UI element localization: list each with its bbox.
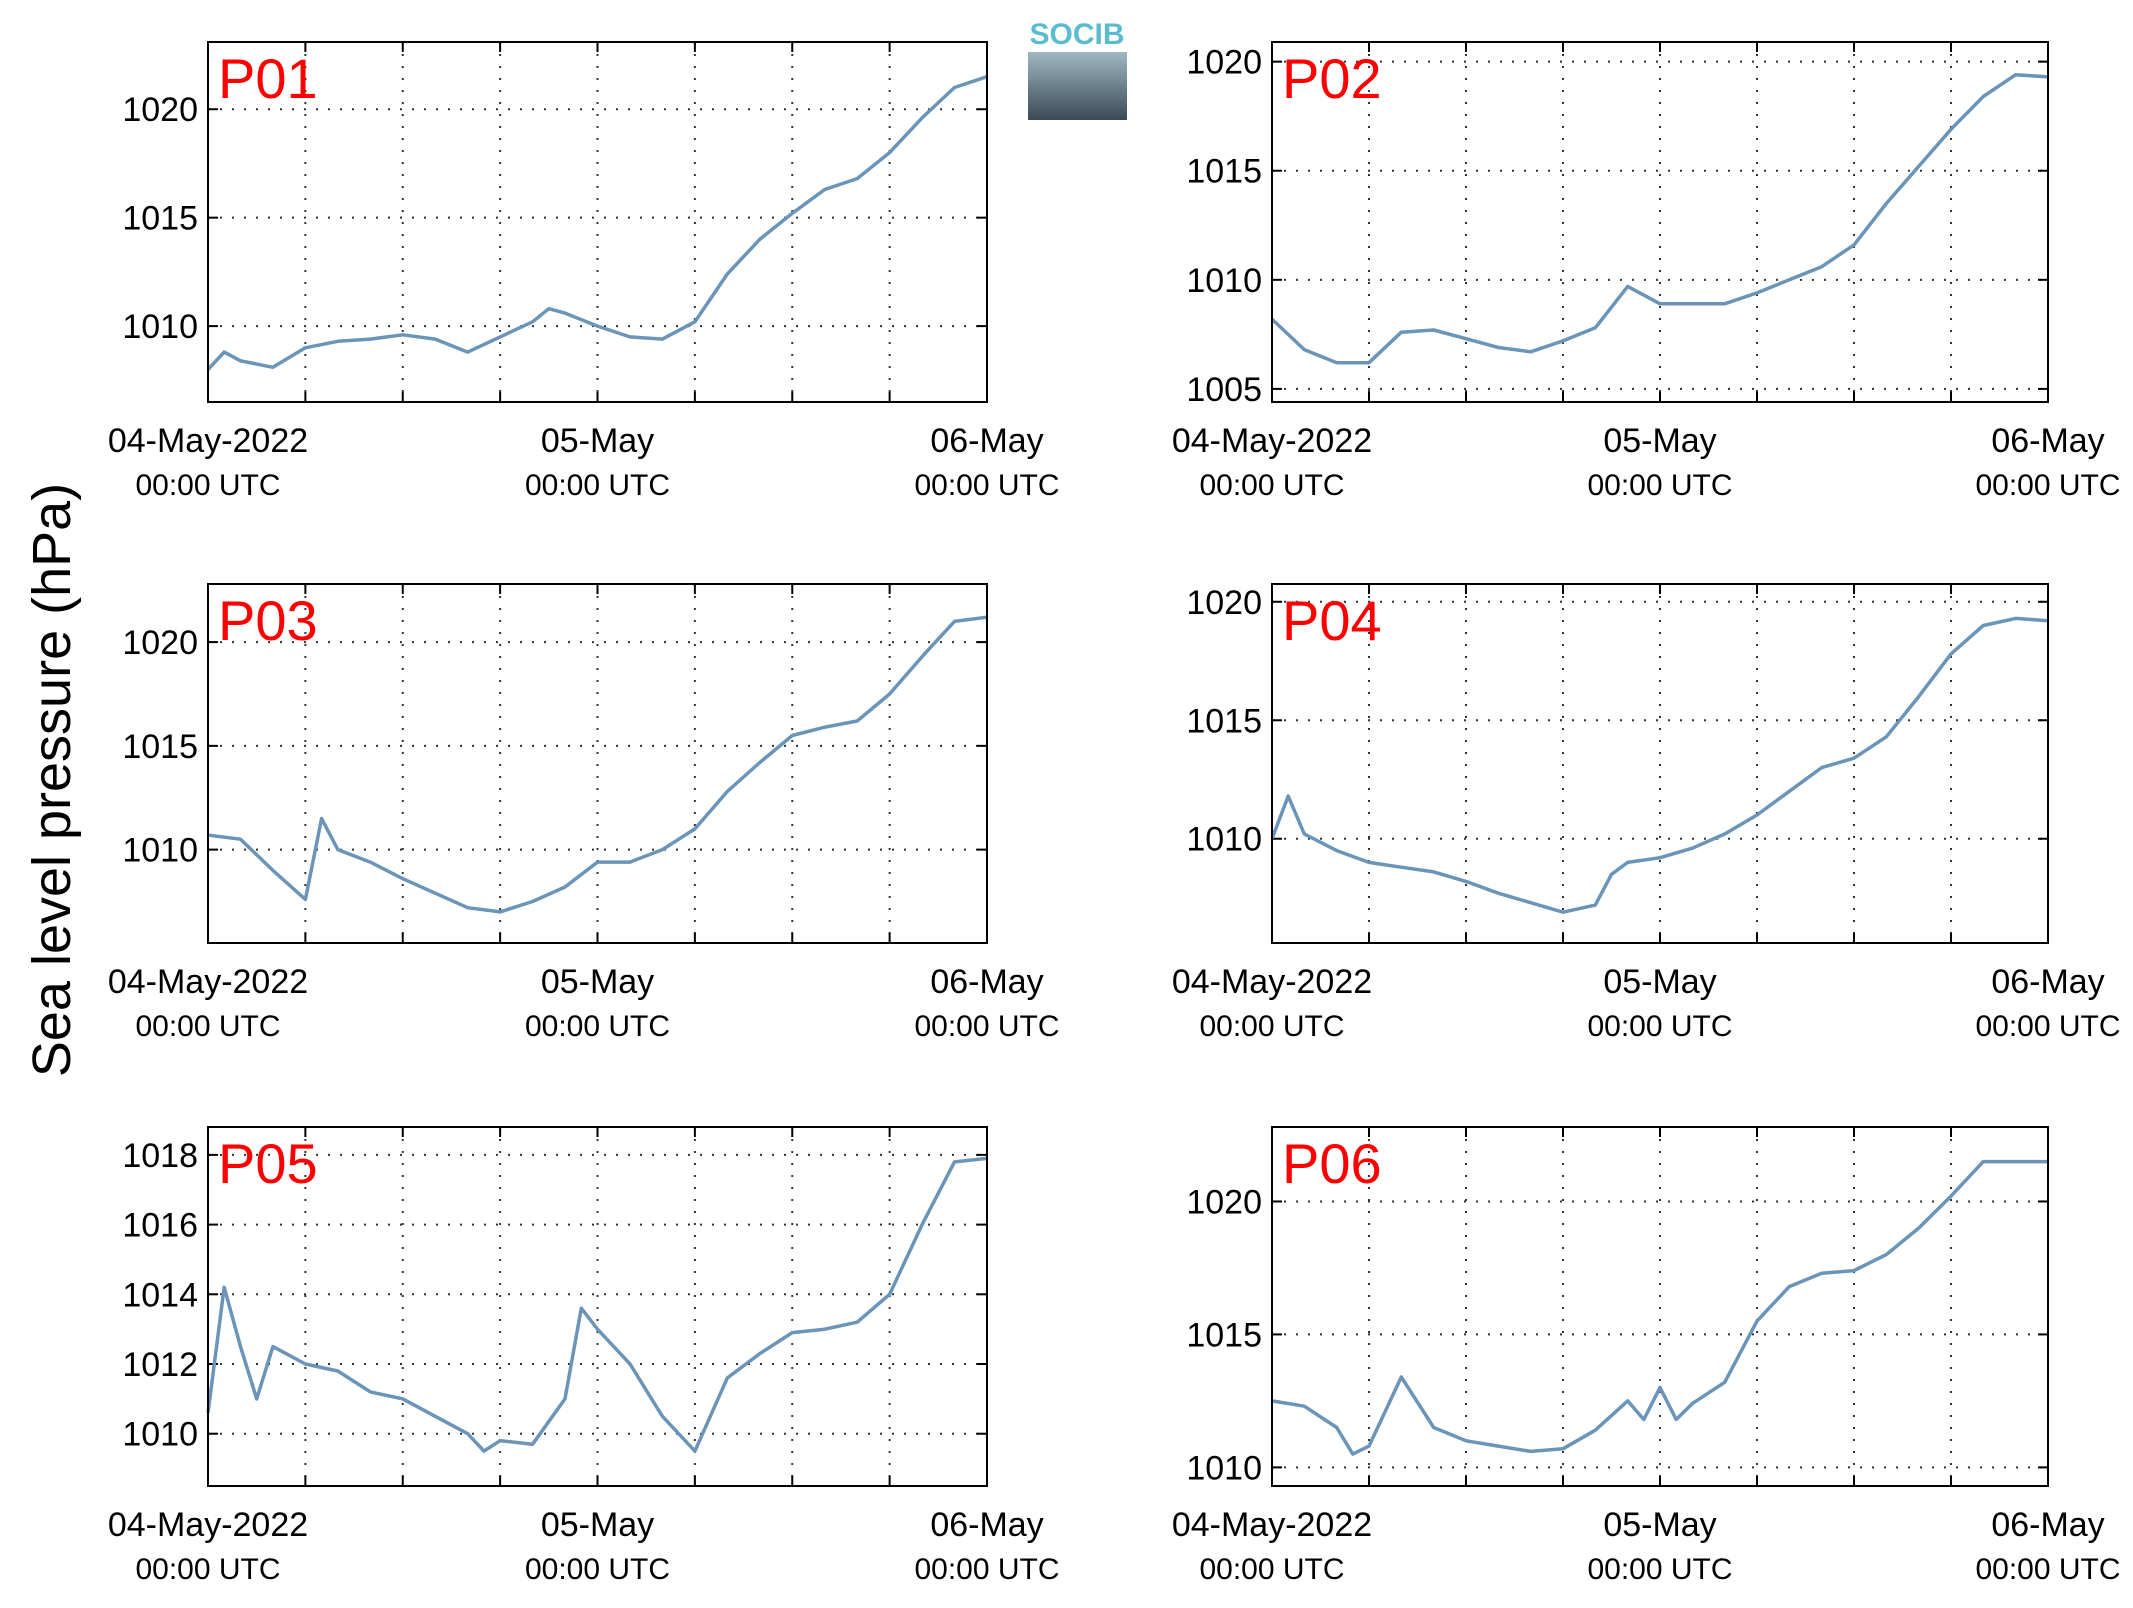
- y-tick-label: 1014: [122, 1276, 198, 1314]
- x-tick-sublabel: 00:00 UTC: [1975, 1553, 2120, 1586]
- y-tick-label: 1010: [1186, 1449, 1262, 1487]
- y-tick-label: 1020: [122, 624, 198, 662]
- y-tick-label: 1015: [122, 200, 198, 238]
- x-tick-sublabel: 00:00 UTC: [135, 1010, 280, 1043]
- x-tick-label: 04-May-2022: [1172, 963, 1372, 1001]
- y-tick-label: 1010: [1186, 821, 1262, 859]
- subplot: 1010 1015 1020 04-May-2022 00:00 UTC 05-May 00…: [1172, 583, 2121, 1043]
- y-tick-label: 1015: [1186, 702, 1262, 740]
- x-tick-label: 04-May-2022: [108, 422, 308, 460]
- x-tick-sublabel: 00:00 UTC: [1199, 469, 1344, 502]
- x-tick-label: 06-May: [1991, 1506, 2104, 1544]
- x-tick-label: 06-May: [930, 422, 1043, 460]
- x-tick-sublabel: 00:00 UTC: [135, 469, 280, 502]
- chart-title: P05: [218, 1132, 318, 1195]
- y-tick-label: 1018: [122, 1137, 198, 1175]
- x-tick-sublabel: 00:00 UTC: [914, 1010, 1059, 1043]
- x-tick-sublabel: 00:00 UTC: [1975, 469, 2120, 502]
- plot-frame: [1271, 41, 2049, 403]
- line-series: [1270, 616, 2049, 914]
- x-tick-label: 05-May: [1603, 1506, 1716, 1544]
- x-tick-label: 06-May: [1991, 422, 2104, 460]
- y-tick-label: 1005: [1186, 371, 1262, 409]
- y-tick-label: 1010: [1186, 262, 1262, 300]
- line-series: [1270, 72, 2049, 365]
- plot-frame: [1271, 583, 2049, 944]
- subplot: 1010 1015 1020 04-May-2022 00:00 UTC 05-May 00…: [108, 583, 1060, 1043]
- x-tick-label: 06-May: [930, 963, 1043, 1001]
- line-series: [207, 615, 988, 914]
- x-tick-sublabel: 00:00 UTC: [914, 469, 1059, 502]
- subplot: 1010 1015 1020 04-May-2022 00:00 UTC 05-May 00…: [108, 41, 1060, 502]
- y-tick-label: 1010: [122, 1416, 198, 1454]
- y-tick-label: 1020: [1186, 44, 1262, 82]
- y-tick-label: 1012: [122, 1346, 198, 1384]
- logo-block: [1028, 52, 1127, 120]
- chart-title: P02: [1282, 47, 1382, 110]
- y-tick-label: 1015: [122, 728, 198, 766]
- chart-title: P04: [1282, 589, 1382, 652]
- y-tick-label: 1010: [122, 308, 198, 346]
- logo: SOCIB: [1028, 18, 1127, 120]
- plot-frame: [207, 583, 988, 944]
- y-tick-label: 1016: [122, 1207, 198, 1245]
- y-tick-label: 1020: [1186, 1183, 1262, 1221]
- plot-frame: [207, 1126, 988, 1487]
- x-tick-sublabel: 00:00 UTC: [914, 1553, 1059, 1586]
- logo-text: SOCIB: [1029, 18, 1124, 51]
- x-tick-sublabel: 00:00 UTC: [1587, 1010, 1732, 1043]
- subplot: 1010 1012 1014 1016 1018 04-May-2022 00:00 UTC…: [108, 1126, 1060, 1586]
- x-tick-sublabel: 00:00 UTC: [525, 1010, 670, 1043]
- y-tick-label: 1010: [122, 832, 198, 870]
- x-tick-sublabel: 00:00 UTC: [1975, 1010, 2120, 1043]
- x-tick-sublabel: 00:00 UTC: [525, 1553, 670, 1586]
- x-tick-sublabel: 00:00 UTC: [135, 1553, 280, 1586]
- x-tick-label: 05-May: [541, 1506, 654, 1544]
- x-tick-label: 05-May: [541, 963, 654, 1001]
- x-tick-label: 06-May: [1991, 963, 2104, 1001]
- x-tick-label: 05-May: [541, 422, 654, 460]
- line-series: [206, 75, 988, 371]
- y-tick-label: 1015: [1186, 1316, 1262, 1354]
- x-tick-label: 06-May: [930, 1506, 1043, 1544]
- line-series: [206, 1156, 988, 1453]
- x-tick-sublabel: 00:00 UTC: [1587, 1553, 1732, 1586]
- x-tick-sublabel: 00:00 UTC: [1199, 1010, 1344, 1043]
- x-tick-label: 04-May-2022: [108, 1506, 308, 1544]
- x-tick-sublabel: 00:00 UTC: [1199, 1553, 1344, 1586]
- y-axis-label: Sea level pressure (hPa): [22, 483, 82, 1077]
- line-series: [1271, 1159, 2048, 1456]
- x-tick-label: 05-May: [1603, 422, 1716, 460]
- plot-frame: [207, 41, 988, 403]
- x-tick-label: 04-May-2022: [108, 963, 308, 1001]
- x-tick-label: 04-May-2022: [1172, 422, 1372, 460]
- x-tick-sublabel: 00:00 UTC: [525, 469, 670, 502]
- x-tick-label: 04-May-2022: [1172, 1506, 1372, 1544]
- y-tick-label: 1020: [1186, 584, 1262, 622]
- chart-title: P06: [1282, 1132, 1382, 1195]
- x-tick-label: 05-May: [1603, 963, 1716, 1001]
- y-tick-label: 1020: [122, 91, 198, 129]
- subplot: 1010 1015 1020 04-May-2022 00:00 UTC 05-May 00…: [1172, 1126, 2121, 1586]
- y-tick-label: 1015: [1186, 153, 1262, 191]
- chart-title: P01: [218, 47, 318, 110]
- chart-title: P03: [218, 589, 318, 652]
- x-tick-sublabel: 00:00 UTC: [1587, 469, 1732, 502]
- plot-frame: [1271, 1126, 2049, 1487]
- subplot: 1005 1010 1015 1020 04-May-2022 00:00 UTC 05-M…: [1172, 41, 2121, 502]
